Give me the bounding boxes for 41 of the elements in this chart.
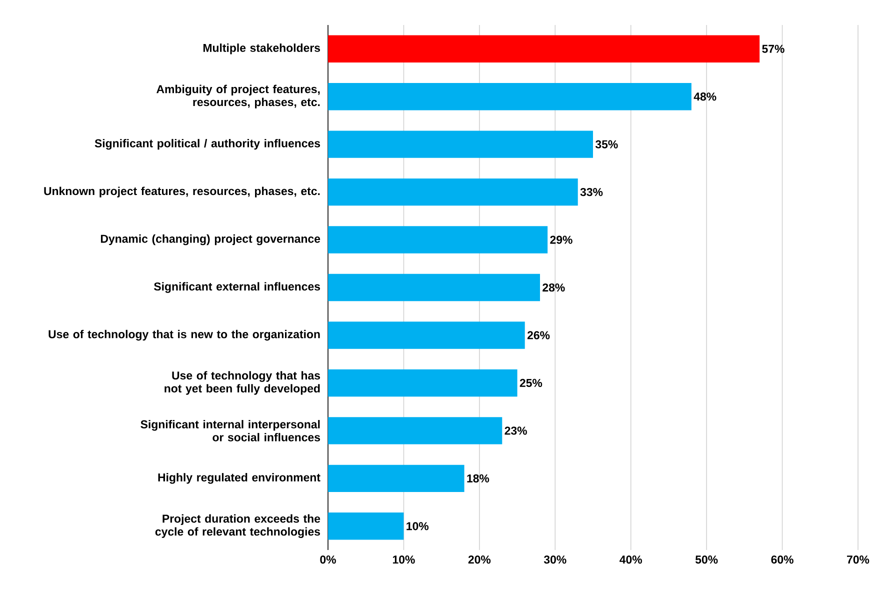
data-label: 23% <box>504 426 527 435</box>
data-label: 10% <box>406 522 429 530</box>
data-label: 26% <box>527 331 550 340</box>
bar <box>328 464 464 492</box>
data-label: 29% <box>550 236 572 244</box>
y-tick-label: Highly regulated environment <box>158 473 320 484</box>
y-tick-label: Dynamic (changing) project governance <box>100 234 320 246</box>
bar <box>328 226 548 254</box>
bar <box>328 35 760 62</box>
bar <box>328 417 502 444</box>
y-tick-label: Significant political / authority influences <box>94 138 320 150</box>
x-tick-label: 70% <box>847 556 870 564</box>
y-tick-label: Multiple stakeholders <box>203 44 320 54</box>
bar <box>328 322 525 349</box>
x-tick-label: 60% <box>771 556 794 564</box>
y-tick-label: Significant internal interpersonal or social influences <box>140 420 320 442</box>
bar <box>328 82 692 110</box>
y-tick-label: Use of technology that has not yet been fully developed <box>164 371 320 395</box>
data-label: 48% <box>694 92 716 101</box>
data-label: 18% <box>467 474 490 482</box>
data-label: 57% <box>762 44 784 53</box>
y-tick-label: Ambiguity of project features, resources, phases, etc. <box>156 84 320 108</box>
x-tick-label: 50% <box>695 556 718 564</box>
data-label: 28% <box>542 283 565 292</box>
x-tick-label: 10% <box>392 556 415 564</box>
bar <box>328 512 404 540</box>
x-tick-label: 20% <box>468 556 491 564</box>
bar <box>328 369 518 397</box>
bar <box>328 274 540 302</box>
x-tick-label: 0% <box>320 556 336 564</box>
y-tick-label: Unknown project features, resources, phases, etc. <box>44 186 320 198</box>
x-tick-label: 30% <box>544 556 566 564</box>
x-tick-label: 40% <box>620 556 642 564</box>
data-label: 25% <box>520 378 542 388</box>
bar <box>328 178 578 206</box>
data-label: 35% <box>595 140 618 148</box>
bar <box>328 130 594 158</box>
y-tick-label: Project duration exceeds the cycle of relevant technologies <box>155 514 320 538</box>
data-label: 33% <box>580 188 603 196</box>
y-tick-label: Use of technology that is new to the organization <box>48 330 320 341</box>
y-tick-label: Significant external influences <box>154 282 320 293</box>
